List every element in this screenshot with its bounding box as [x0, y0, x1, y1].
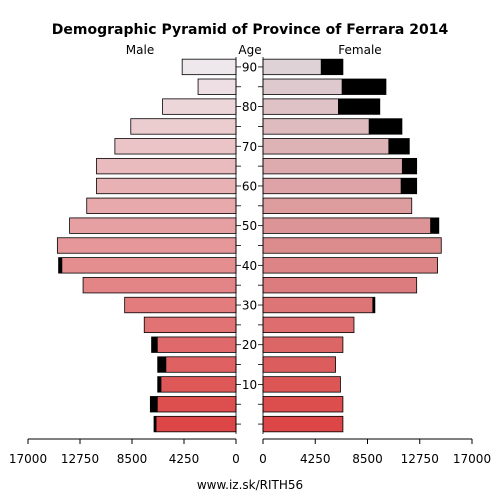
female-bar-25-29: [262, 316, 355, 334]
female-bar-40-44: [262, 257, 438, 274]
male-bar-85-89: [197, 78, 237, 95]
female-bar-70-74: [262, 138, 410, 155]
female-bars: [262, 58, 442, 433]
age-tick-label: 50: [242, 219, 257, 233]
male-bar-0-4: [153, 415, 237, 433]
male-bar-75-79: [130, 118, 237, 135]
x-tick-left-label: 4250: [169, 452, 200, 466]
male-excess-10-14: [157, 376, 162, 393]
x-tick-left-label: 8500: [117, 452, 148, 466]
female-bar-35-39: [262, 277, 418, 294]
male-bar-80-84: [162, 98, 237, 115]
male-bar-55-59: [86, 197, 237, 214]
footer-url: www.iz.sk/RITH56: [197, 478, 303, 492]
female-excess-80-84: [337, 98, 380, 115]
male-bar-10-14: [157, 376, 237, 393]
male-bar-60-64: [96, 177, 237, 195]
male-bar-30-34: [124, 296, 237, 314]
male-bar-45-49: [56, 237, 237, 254]
age-tick-label: 80: [242, 100, 257, 114]
female-excess-90+: [320, 59, 343, 75]
female-excess-65-69: [401, 158, 417, 174]
x-tick-left-label: 12750: [61, 452, 99, 466]
female-excess-60-64: [400, 178, 417, 194]
female-excess-75-79: [368, 118, 402, 135]
male-excess-0-4: [154, 416, 157, 432]
female-excess-50-54: [430, 217, 439, 234]
female-excess-30-34: [372, 297, 375, 313]
age-tick-label: 20: [242, 338, 257, 352]
male-bar-25-29: [143, 316, 237, 334]
age-label: Age: [238, 43, 261, 57]
age-tick-label: 90: [242, 60, 257, 74]
female-bar-20-24: [262, 336, 344, 353]
x-tick-right-label: 0: [259, 452, 267, 466]
male-excess-40-44: [58, 257, 63, 274]
x-tick-right-label: 12750: [401, 452, 439, 466]
female-bar-50-54: [262, 217, 440, 234]
female-label: Female: [338, 43, 381, 57]
male-bar-15-19: [157, 356, 237, 373]
female-bar-60-64: [262, 177, 418, 195]
male-bar-5-9: [149, 396, 237, 413]
male-label: Male: [126, 43, 154, 57]
male-bar-20-24: [151, 336, 237, 353]
male-bars: [56, 58, 237, 433]
female-bar-0-4: [262, 415, 344, 433]
female-bar-55-59: [262, 197, 413, 214]
age-tick-label: 70: [242, 140, 257, 154]
female-bar-65-69: [262, 157, 418, 175]
chart-title: Demographic Pyramid of Province of Ferra…: [52, 22, 449, 38]
x-tick-left-label: 17000: [9, 452, 47, 466]
female-excess-70-74: [388, 138, 410, 155]
female-bar-45-49: [262, 237, 442, 254]
age-tick-label: 40: [242, 259, 257, 273]
male-excess-5-9: [150, 396, 158, 412]
male-excess-15-19: [157, 356, 167, 373]
age-tick-label: 10: [242, 378, 257, 392]
female-bar-5-9: [262, 396, 344, 413]
male-bar-50-54: [69, 217, 237, 234]
age-tick-label: 30: [242, 299, 257, 313]
male-bar-70-74: [114, 138, 237, 155]
female-excess-85-89: [341, 79, 386, 95]
female-bar-30-34: [262, 296, 376, 314]
x-tick-right-label: 4250: [300, 452, 331, 466]
male-bar-90+: [181, 58, 237, 76]
x-tick-right-label: 17000: [453, 452, 491, 466]
female-bar-10-14: [262, 376, 341, 393]
male-bar-65-69: [96, 157, 237, 175]
x-tick-right-label: 8500: [352, 452, 383, 466]
female-bar-15-19: [262, 356, 336, 373]
male-excess-20-24: [151, 336, 158, 353]
x-tick-left-label: 0: [232, 452, 240, 466]
male-bar-35-39: [82, 277, 237, 294]
male-bar-40-44: [58, 257, 237, 274]
tick-labels: 17000 12750 8500 4250 0 0 4250 8500 12750 17000 10…: [9, 60, 491, 466]
age-tick-label: 60: [242, 179, 257, 193]
